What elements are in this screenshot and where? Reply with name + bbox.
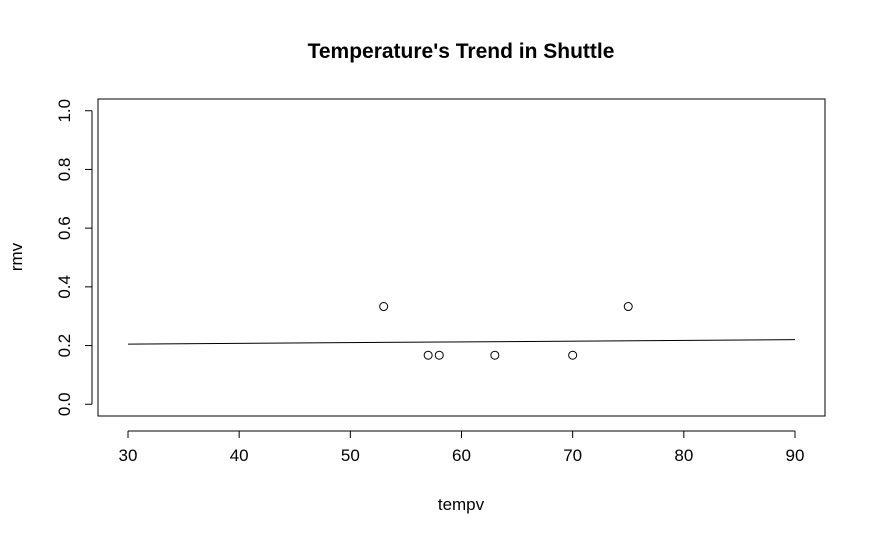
trend-line-group	[128, 339, 795, 345]
trend-line	[128, 339, 795, 345]
data-point	[434, 350, 444, 360]
x-tick-label: 70	[563, 446, 582, 465]
x-axis: 30 40 50 60 70 80 90	[119, 430, 805, 465]
plot-frame	[97, 98, 826, 417]
y-tick-label: 0.8	[55, 158, 74, 182]
data-point	[423, 350, 433, 360]
data-point	[490, 350, 500, 360]
chart-title: Temperature's Trend in Shuttle	[308, 40, 615, 63]
y-axis-label: rmv	[7, 242, 26, 271]
x-axis-label: tempv	[438, 495, 485, 514]
data-point	[568, 350, 578, 360]
x-tick-label: 80	[674, 446, 693, 465]
x-tick-label: 90	[786, 446, 805, 465]
y-tick-label: 1.0	[55, 99, 74, 123]
data-point	[379, 302, 389, 312]
y-tick-label: 0.6	[55, 216, 74, 240]
x-tick-label: 60	[452, 446, 471, 465]
y-tick-label: 0.2	[55, 334, 74, 358]
x-tick-label: 50	[341, 446, 360, 465]
points-group	[379, 302, 633, 360]
x-tick-label: 40	[230, 446, 249, 465]
y-tick-label: 0.0	[55, 392, 74, 416]
y-tick-label: 0.4	[55, 275, 74, 299]
x-tick-label: 30	[119, 446, 138, 465]
y-axis: 0.0 0.2 0.4 0.6 0.8 1.0	[55, 99, 93, 416]
data-point	[623, 302, 633, 312]
